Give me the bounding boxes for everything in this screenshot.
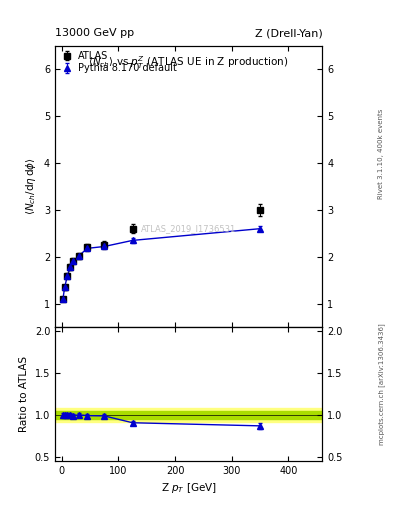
Bar — [55, 408, 322, 421]
Bar — [55, 411, 322, 419]
Text: Rivet 3.1.10, 400k events: Rivet 3.1.10, 400k events — [378, 109, 384, 199]
Text: Z (Drell-Yan): Z (Drell-Yan) — [255, 28, 322, 38]
Y-axis label: $\langle N_{ch}/\mathrm{d}\eta\,\mathrm{d}\phi\rangle$: $\langle N_{ch}/\mathrm{d}\eta\,\mathrm{… — [24, 158, 39, 216]
Text: ATLAS_2019_I1736531: ATLAS_2019_I1736531 — [141, 224, 236, 233]
X-axis label: Z $p_T$ [GeV]: Z $p_T$ [GeV] — [161, 481, 217, 495]
Y-axis label: Ratio to ATLAS: Ratio to ATLAS — [19, 356, 29, 432]
Text: $\langle N_{ch}\rangle$ vs $p_T^Z$ (ATLAS UE in Z production): $\langle N_{ch}\rangle$ vs $p_T^Z$ (ATLA… — [88, 54, 289, 71]
Text: 13000 GeV pp: 13000 GeV pp — [55, 28, 134, 38]
Legend: ATLAS, Pythia 8.170 default: ATLAS, Pythia 8.170 default — [58, 49, 179, 75]
Text: mcplots.cern.ch [arXiv:1306.3436]: mcplots.cern.ch [arXiv:1306.3436] — [378, 323, 385, 445]
